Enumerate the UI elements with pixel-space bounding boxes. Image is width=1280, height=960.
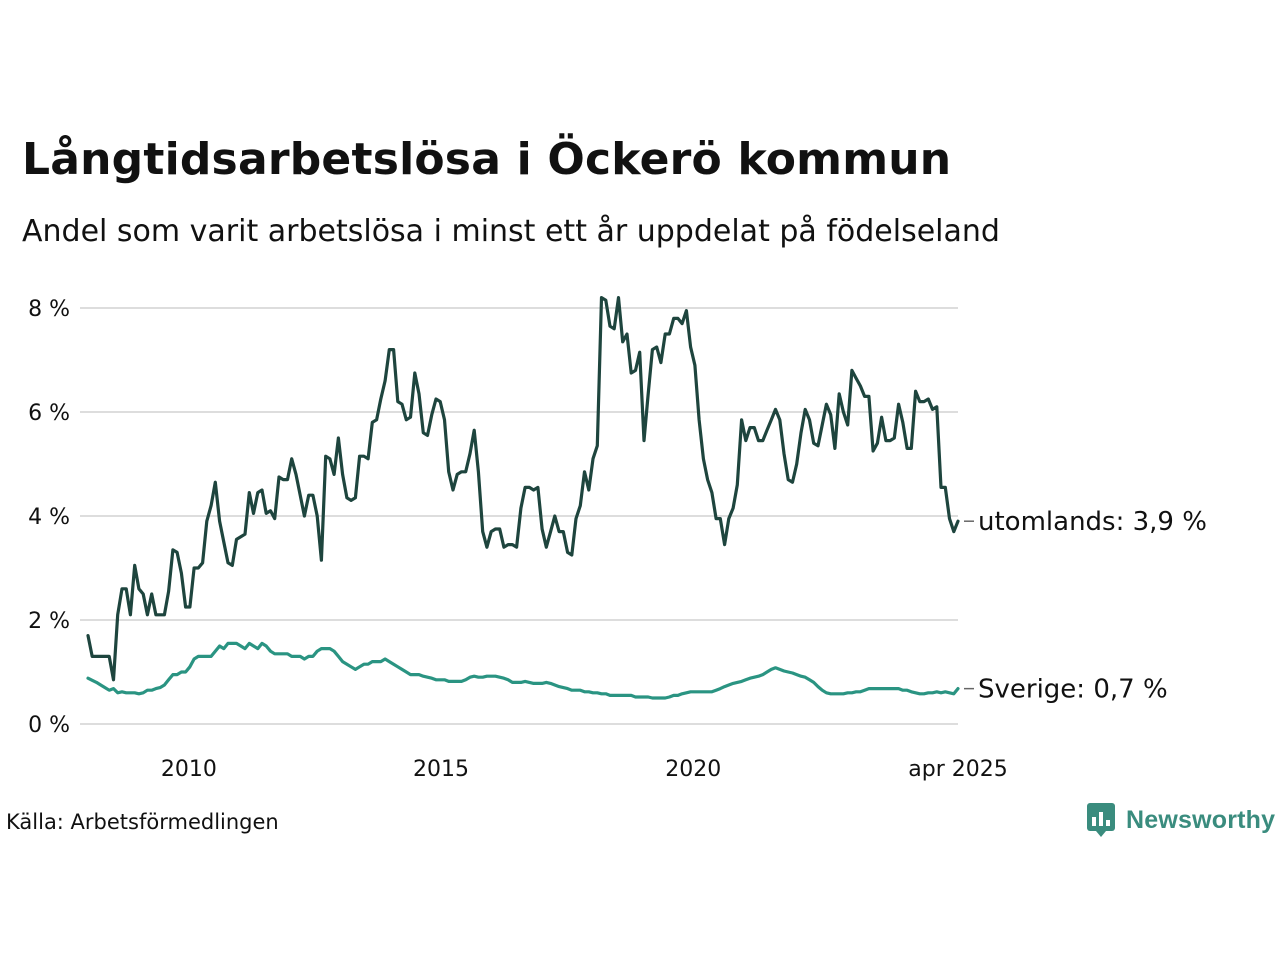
y-axis-ticks: 0 % 2 % 4 % 6 % 8 % bbox=[28, 297, 70, 738]
chart-subtitle: Andel som varit arbetslösa i minst ett å… bbox=[22, 214, 1000, 249]
newsworthy-logo-icon bbox=[1087, 803, 1115, 837]
y-tick-label: 2 % bbox=[28, 609, 70, 634]
x-tick-label: 2010 bbox=[161, 757, 217, 782]
y-tick-label: 8 % bbox=[28, 297, 70, 322]
y-tick-label: 4 % bbox=[28, 505, 70, 530]
newsworthy-logo[interactable]: Newsworthy bbox=[1086, 802, 1275, 838]
end-label-utomlands: utomlands: 3,9 % bbox=[978, 507, 1207, 537]
y-tick-label: 0 % bbox=[28, 713, 70, 738]
y-tick-label: 6 % bbox=[28, 401, 70, 426]
x-tick-label: apr 2025 bbox=[908, 757, 1007, 782]
series-line-utomlands bbox=[86, 296, 960, 682]
series-end-labels: utomlands: 3,9 % Sverige: 0,7 % bbox=[964, 507, 1207, 705]
x-tick-label: 2015 bbox=[413, 757, 469, 782]
series-lines bbox=[86, 296, 960, 700]
newsworthy-logo-text: Newsworthy bbox=[1126, 805, 1276, 834]
x-axis-ticks: 2010 2015 2020 apr 2025 bbox=[161, 757, 1008, 782]
series-line-sverige bbox=[86, 641, 960, 700]
source-note: Källa: Arbetsförmedlingen bbox=[6, 810, 279, 834]
chart-title: Långtidsarbetslösa i Öckerö kommun bbox=[22, 134, 952, 185]
x-tick-label: 2020 bbox=[665, 757, 721, 782]
end-label-sverige: Sverige: 0,7 % bbox=[978, 675, 1168, 705]
